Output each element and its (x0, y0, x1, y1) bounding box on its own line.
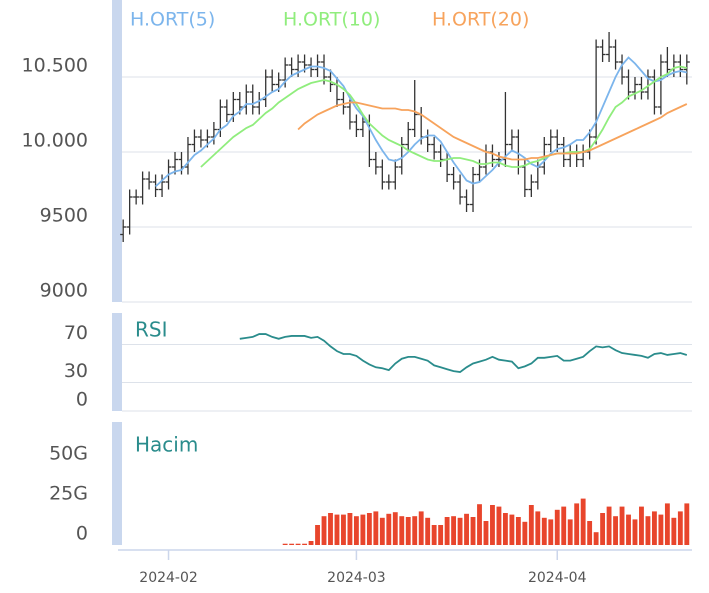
volume-bar (651, 511, 657, 545)
volume-bar (671, 517, 677, 545)
volume-bar (399, 516, 405, 545)
x-tick-label: 2024-03 (327, 570, 386, 586)
x-tick-label: 2024-04 (528, 570, 587, 586)
volume-bar (444, 517, 450, 545)
volume-bar (451, 516, 457, 545)
volume-bar (483, 521, 489, 545)
volume-bar (587, 521, 593, 545)
axis-strip (112, 0, 122, 302)
volume-bar (574, 503, 580, 545)
volume-bar (341, 514, 346, 545)
volume-bar (658, 514, 664, 545)
volume-bar (418, 511, 424, 545)
volume-bar (684, 503, 690, 545)
volume-bar (645, 516, 651, 545)
volume-bar (477, 504, 482, 545)
ma-line (297, 101, 688, 161)
rsi-line (239, 333, 688, 373)
volume-bar (282, 543, 288, 545)
volume-bar (347, 513, 353, 545)
volume-bar (509, 514, 515, 545)
volume-bar (412, 516, 418, 545)
volume-bar (295, 543, 301, 545)
volume-bar (490, 505, 495, 545)
volume-bar (515, 517, 521, 545)
y-tick-label: 30 (64, 360, 88, 382)
volume-bar (405, 517, 411, 545)
volume-bar (606, 506, 612, 545)
axis-strip (112, 422, 122, 545)
volume-bar (664, 503, 670, 545)
ma-line (154, 56, 688, 188)
volume-bar (554, 509, 560, 545)
legend-entry: H.ORT(10) (283, 9, 380, 31)
volume-bar (639, 506, 644, 545)
axis-strip (112, 313, 122, 411)
volume-bar (302, 543, 308, 545)
volume-bar (366, 513, 372, 545)
volume-bar (353, 516, 359, 545)
volume-bar (502, 513, 508, 545)
volume-bar (600, 513, 606, 545)
panel-title: RSI (135, 318, 168, 342)
volume-bar (541, 517, 547, 545)
y-tick-label: 0 (76, 389, 88, 411)
volume-bar (632, 519, 638, 545)
volume-bar (548, 519, 554, 545)
volume-bar (386, 513, 392, 545)
ma-line (200, 65, 688, 168)
volume-bar (328, 513, 333, 545)
volume-bar (470, 517, 476, 545)
volume-bar (289, 543, 295, 545)
volume-bar (360, 514, 366, 545)
volume-bar (593, 532, 599, 545)
y-tick-label: 0 (76, 523, 88, 545)
volume-bar (626, 514, 631, 545)
y-tick-label: 25G (49, 483, 88, 505)
volume-bar (535, 511, 541, 545)
volume-bar (580, 498, 586, 545)
x-tick-label: 2024-02 (139, 570, 198, 586)
volume-bar (567, 519, 573, 545)
volume-bar (528, 505, 534, 545)
y-tick-label: 50G (49, 443, 88, 465)
y-tick-label: 10.500 (22, 55, 88, 77)
legend-entry: H.ORT(20) (432, 9, 529, 31)
volume-bar (431, 525, 437, 545)
panel-title: Hacim (135, 433, 198, 457)
volume-bar (373, 511, 379, 545)
volume-bar (425, 517, 431, 545)
volume-bar (438, 525, 444, 545)
volume-bar (457, 517, 463, 545)
volume-bar (392, 512, 398, 545)
volume-bar (321, 516, 327, 545)
volume-bar (464, 513, 469, 545)
volume-bar (677, 511, 683, 545)
volume-bar (379, 517, 385, 545)
volume-bar (315, 525, 320, 545)
volume-bar (561, 506, 567, 545)
volume-bar (613, 516, 618, 545)
volume-bar (496, 506, 502, 545)
y-tick-label: 9000 (40, 280, 88, 302)
volume-bar (619, 506, 625, 545)
y-tick-label: 10.000 (22, 130, 88, 152)
volume-bar (522, 521, 528, 545)
volume-bar (334, 514, 340, 545)
y-tick-label: 9500 (40, 205, 88, 227)
legend-entry: H.ORT(5) (130, 9, 215, 31)
y-tick-label: 70 (64, 322, 88, 344)
volume-bar (308, 541, 314, 545)
